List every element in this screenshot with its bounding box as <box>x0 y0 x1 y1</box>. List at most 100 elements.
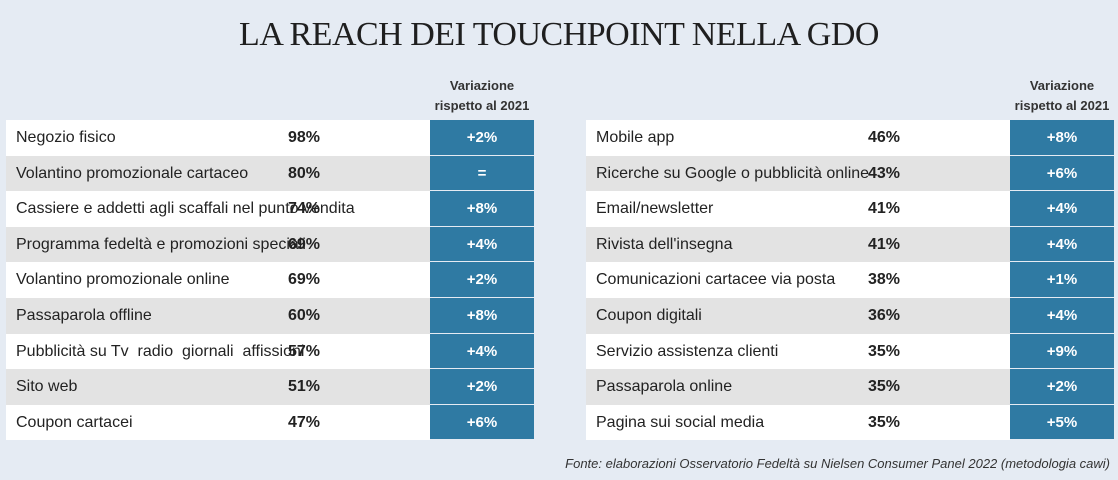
variation-value: +2% <box>430 369 534 405</box>
variation-header-left: Variazione rispetto al 2021 <box>430 76 534 116</box>
reach-value: 74% <box>287 200 320 218</box>
reach-value: 36% <box>867 306 900 324</box>
row-label-cell: Sito web 51% <box>6 369 430 405</box>
table-row: Pagina sui social media 35% +5% <box>586 404 1114 441</box>
row-label-cell: Volantino promozionale online 69% <box>6 262 430 298</box>
touchpoint-label: Comunicazioni cartacee via posta <box>596 271 836 289</box>
variation-value: +2% <box>1010 369 1114 405</box>
variation-value: +4% <box>430 333 534 370</box>
right-table-rows: Mobile app 46% +8% Ricerche su Google o pub… <box>586 120 1114 441</box>
touchpoint-label: Ricerche su Google o pubblicità online <box>596 164 870 182</box>
reach-value: 38% <box>867 271 900 289</box>
variation-value: +8% <box>430 191 534 227</box>
row-label-cell: Passaparola online 35% <box>586 369 1010 405</box>
variation-value: +1% <box>1010 262 1114 298</box>
reach-value: 80% <box>287 164 320 182</box>
reach-value: 69% <box>287 271 320 289</box>
reach-value: 60% <box>287 306 320 324</box>
touchpoint-label: Coupon cartacei <box>16 413 133 431</box>
table-row: Pubblicità su Tv radio giornali affissio… <box>6 333 534 370</box>
chart-title: LA REACH DEI TOUCHPOINT NELLA GDO <box>239 16 879 53</box>
variation-value: +4% <box>1010 297 1114 334</box>
touchpoint-label: Passaparola online <box>596 378 733 396</box>
row-label-cell: Mobile app 46% <box>586 120 1010 156</box>
variation-value: +6% <box>1010 155 1114 192</box>
row-label-cell: Coupon digitali 36% <box>586 297 1010 334</box>
row-label-cell: Rivista dell'insegna 41% <box>586 226 1010 263</box>
table-row: Cassiere e addetti agli scaffali nel pun… <box>6 191 534 227</box>
table-row: Ricerche su Google o pubblicità online 43… <box>586 155 1114 192</box>
table-row: Comunicazioni cartacee via posta 38% +1% <box>586 262 1114 298</box>
touchpoint-label: Rivista dell'insegna <box>596 235 733 253</box>
row-label-cell: Cassiere e addetti agli scaffali nel pun… <box>6 191 430 227</box>
touchpoint-label: Mobile app <box>596 129 675 146</box>
touchpoint-label: Coupon digitali <box>596 306 702 324</box>
row-label-cell: Email/newsletter 41% <box>586 191 1010 227</box>
touchpoint-label: Volantino promozionale online <box>16 271 230 289</box>
row-label-cell: Pubblicità su Tv radio giornali affissio… <box>6 333 430 370</box>
variation-header-line1: Variazione <box>1029 78 1095 93</box>
table-row: Negozio fisico 98% +2% <box>6 120 534 156</box>
table-row: Rivista dell'insegna 41% +4% <box>586 226 1114 263</box>
row-label-cell: Pagina sui social media 35% <box>586 404 1010 441</box>
row-label-cell: Volantino promozionale cartaceo 80% <box>6 155 430 192</box>
left-table-rows: Negozio fisico 98% +2% Volantino promoziona… <box>6 120 534 441</box>
variation-value: +8% <box>1010 120 1114 156</box>
row-label-cell: Programma fedeltà e promozioni speciali 6… <box>6 226 430 263</box>
table-row: Coupon digitali 36% +4% <box>586 297 1114 334</box>
variation-value: +4% <box>430 226 534 263</box>
variation-value: = <box>430 155 534 192</box>
row-label-cell: Coupon cartacei 47% <box>6 404 430 441</box>
reach-value: 69% <box>287 235 320 253</box>
variation-value: +5% <box>1010 404 1114 441</box>
table-row: Mobile app 46% +8% <box>586 120 1114 156</box>
table-row: Sito web 51% +2% <box>6 369 534 405</box>
variation-value: +2% <box>430 120 534 156</box>
table-row: Volantino promozionale cartaceo 80% = <box>6 155 534 192</box>
table-row: Programma fedeltà e promozioni speciali 6… <box>6 226 534 263</box>
touchpoint-label: Programma fedeltà e promozioni speciali <box>16 235 306 253</box>
variation-header-line1: Variazione <box>449 78 515 93</box>
touchpoint-label: Servizio assistenza clienti <box>596 342 779 360</box>
touchpoint-label: Email/newsletter <box>596 200 714 218</box>
row-label-cell: Comunicazioni cartacee via posta 38% <box>586 262 1010 298</box>
row-label-cell: Ricerche su Google o pubblicità online 43… <box>586 155 1010 192</box>
row-label-cell: Negozio fisico 98% <box>6 120 430 156</box>
table-row: Servizio assistenza clienti 35% +9% <box>586 333 1114 370</box>
row-label-cell: Passaparola offline 60% <box>6 297 430 334</box>
variation-header-right: Variazione rispetto al 2021 <box>1010 76 1114 116</box>
touchpoint-label: Negozio fisico <box>16 129 116 146</box>
table-row: Volantino promozionale online 69% +2% <box>6 262 534 298</box>
touchpoint-label: Sito web <box>16 378 78 396</box>
reach-value: 35% <box>867 378 900 396</box>
reach-value: 47% <box>287 413 320 431</box>
reach-value: 43% <box>867 164 900 182</box>
variation-header-line2: rispetto al 2021 <box>1014 98 1110 113</box>
reach-value: 41% <box>867 235 900 253</box>
touchpoint-label: Pubblicità su Tv radio giornali affissio… <box>16 342 305 360</box>
reach-value: 98% <box>287 129 320 146</box>
touchpoint-label: Pagina sui social media <box>596 413 765 431</box>
variation-header-line2: rispetto al 2021 <box>434 98 530 113</box>
reach-value: 35% <box>867 342 900 360</box>
table-row: Email/newsletter 41% +4% <box>586 191 1114 227</box>
reach-value: 35% <box>867 413 900 431</box>
row-label-cell: Servizio assistenza clienti 35% <box>586 333 1010 370</box>
table-row: Coupon cartacei 47% +6% <box>6 404 534 441</box>
table-row: Passaparola online 35% +2% <box>586 369 1114 405</box>
reach-value: 57% <box>287 342 320 360</box>
touchpoint-label: Volantino promozionale cartaceo <box>16 164 249 182</box>
touchpoint-label: Cassiere e addetti agli scaffali nel pun… <box>16 200 355 218</box>
variation-value: +8% <box>430 297 534 334</box>
reach-value: 46% <box>867 129 900 146</box>
table-row: Passaparola offline 60% +8% <box>6 297 534 334</box>
reach-value: 51% <box>287 378 320 396</box>
variation-value: +4% <box>1010 191 1114 227</box>
touchpoint-label: Passaparola offline <box>16 306 152 324</box>
variation-value: +9% <box>1010 333 1114 370</box>
variation-value: +4% <box>1010 226 1114 263</box>
variation-value: +2% <box>430 262 534 298</box>
source-note: Fonte: elaborazioni Osservatorio Fedeltà… <box>565 456 1110 471</box>
reach-value: 41% <box>867 200 900 218</box>
variation-value: +6% <box>430 404 534 441</box>
